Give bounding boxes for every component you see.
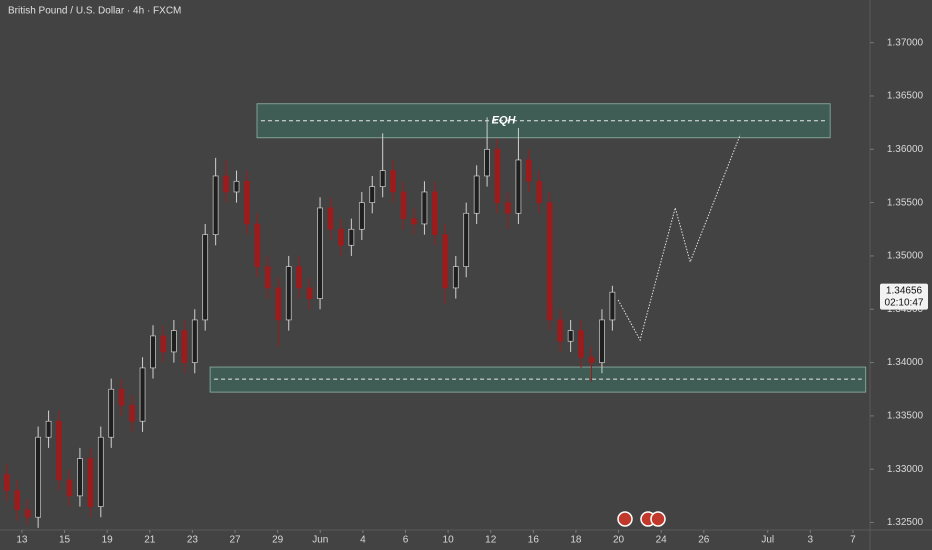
candle-body: [358, 202, 365, 230]
candle-body: [233, 180, 240, 193]
x-tick-label: 18: [570, 535, 582, 546]
candle-body: [35, 436, 41, 518]
y-tick-label: 1.36500: [887, 91, 924, 102]
event-icons: [617, 511, 666, 527]
candle-body: [171, 330, 177, 353]
candle-body: [348, 228, 355, 246]
x-tick-label: Jul: [761, 535, 774, 546]
candle-body: [275, 287, 282, 321]
candle-body: [108, 388, 115, 438]
countdown-label: 02:10:47: [885, 297, 924, 308]
candle-body: [379, 170, 386, 187]
candle-body: [56, 420, 62, 481]
y-tick-label: 1.35000: [887, 251, 924, 262]
candle-body: [599, 319, 605, 363]
candle-body: [411, 218, 417, 225]
candle-body: [212, 175, 219, 235]
y-tick-label: 1.34000: [887, 357, 924, 368]
candle-body: [526, 159, 532, 182]
x-tick-label: 7: [850, 535, 856, 546]
x-tick-label: 12: [485, 535, 497, 546]
x-tick-label: 13: [16, 535, 28, 546]
candle-body: [432, 191, 438, 235]
candle-body: [14, 490, 21, 511]
candle-body: [24, 509, 31, 518]
candle-body: [609, 291, 616, 321]
y-tick-label: 1.33000: [887, 464, 924, 475]
candle-body: [452, 266, 459, 289]
candle-body: [129, 404, 135, 422]
x-tick-label: 15: [59, 535, 71, 546]
x-tick-label: 3: [808, 535, 814, 546]
zone-label: EQH: [492, 115, 517, 127]
x-tick-label: Jun: [312, 535, 328, 546]
projection-path: [617, 134, 741, 342]
x-tick-label: 10: [443, 535, 455, 546]
candle-body: [557, 319, 564, 342]
candle-body: [400, 191, 407, 219]
candle-body: [421, 191, 428, 225]
candle-body: [338, 228, 344, 246]
candle-body: [3, 474, 10, 491]
candle-body: [181, 330, 188, 363]
candle-body: [473, 175, 480, 214]
candle-body: [97, 436, 104, 507]
candle-body: [369, 186, 376, 203]
candle-body: [588, 356, 595, 363]
chart-title: British Pound / U.S. Dollar · 4h · FXCM: [8, 6, 181, 17]
candle-body: [160, 335, 167, 353]
candle-body: [139, 367, 146, 422]
x-tick-label: 19: [102, 535, 114, 546]
candle-body: [87, 458, 94, 507]
y-tick-label: 1.33500: [887, 411, 924, 422]
candle-body: [546, 202, 553, 321]
candle-body: [442, 234, 449, 289]
price-label-box: [880, 283, 928, 310]
x-tick-label: 27: [229, 535, 241, 546]
candle-body: [317, 207, 323, 299]
candle-body: [296, 266, 303, 289]
candle-body: [191, 319, 198, 363]
candle-body: [578, 330, 584, 358]
x-tick-label: 4: [360, 535, 366, 546]
candle-body: [254, 223, 261, 267]
y-tick-label: 1.35500: [887, 197, 924, 208]
price-label: 1.34656: [886, 285, 923, 296]
candle-body: [66, 479, 73, 497]
x-tick-label: 21: [144, 535, 156, 546]
x-tick-label: 23: [187, 535, 199, 546]
candle-body: [463, 212, 470, 267]
y-tick-label: 1.32500: [887, 517, 924, 528]
candle-body: [505, 202, 511, 214]
candle-body: [484, 148, 490, 177]
candle-body: [306, 287, 313, 299]
candle-body: [77, 458, 83, 497]
candle-body: [515, 159, 522, 214]
x-tick-label: 26: [698, 535, 710, 546]
y-tick-label: 1.37000: [887, 37, 924, 48]
x-tick-label: 16: [528, 535, 540, 546]
candle-body: [285, 266, 292, 321]
x-tick-label: 20: [613, 535, 625, 546]
candle-body: [390, 170, 396, 193]
candle-body: [118, 388, 125, 406]
x-tick-label: 29: [272, 535, 284, 546]
candle-body: [567, 330, 574, 342]
x-tick-label: 6: [403, 535, 409, 546]
y-tick-label: 1.36000: [887, 144, 924, 155]
candle-body: [244, 180, 250, 225]
candle-body: [223, 175, 229, 193]
candle-body: [264, 266, 271, 289]
x-tick-label: 24: [656, 535, 668, 546]
candle-body: [202, 234, 209, 321]
candle-body: [150, 335, 156, 369]
candle-body: [536, 180, 543, 203]
candle-body: [327, 207, 334, 230]
candle-body: [494, 148, 501, 203]
candle-body: [45, 420, 52, 438]
